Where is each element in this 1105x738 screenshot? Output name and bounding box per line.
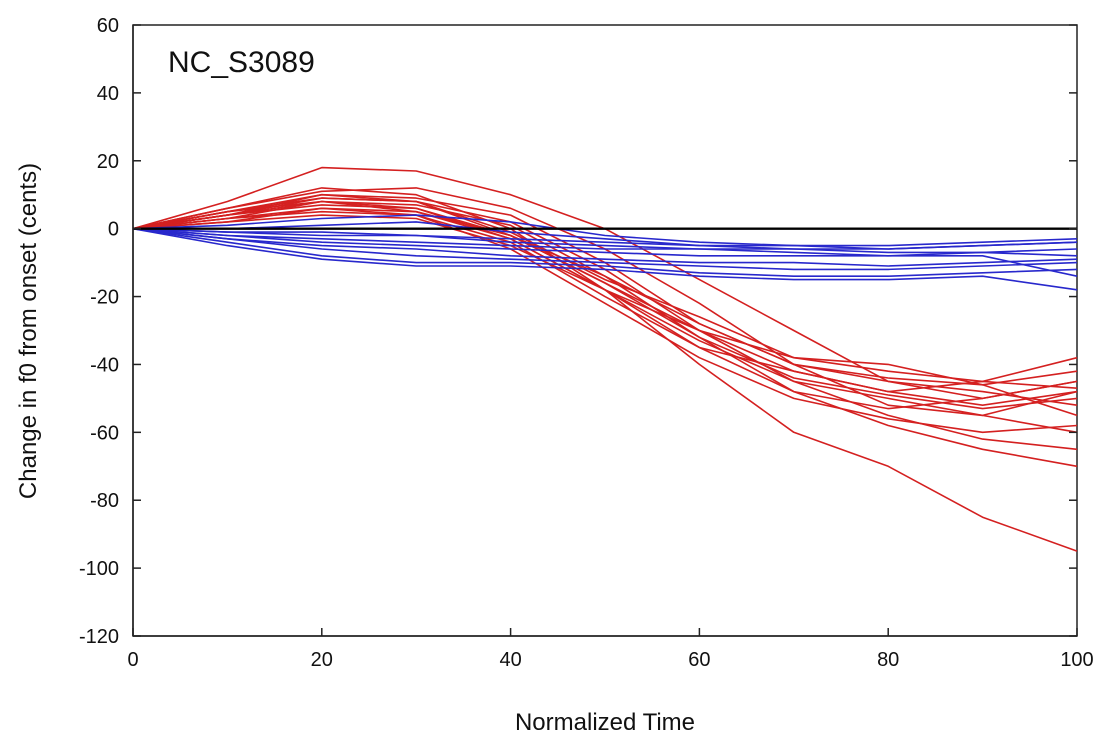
x-tick-label: 40 — [499, 649, 521, 671]
y-tick-label: -80 — [90, 490, 119, 512]
y-axis: -120 -100 -80 -60 -40 -20 0 20 40 60 — [79, 15, 1077, 648]
y-tick-label: -60 — [90, 422, 119, 444]
series-line-red-9 — [132, 197, 1078, 417]
y-tick-label: -20 — [90, 287, 119, 309]
series-line-blue-3 — [132, 227, 1078, 257]
y-tick-label: 40 — [97, 83, 119, 105]
series-line-red-14 — [132, 207, 1078, 434]
y-tick-label: 60 — [97, 15, 119, 37]
series-line-blue-6 — [132, 227, 1078, 291]
y-tick-label: -120 — [79, 626, 119, 648]
series-line-blue-5 — [132, 227, 1078, 278]
y-tick-label: 0 — [108, 219, 119, 241]
chart-title: NC_S3089 — [168, 46, 315, 79]
y-axis-label: Change in f0 from onset (cents) — [15, 163, 42, 499]
y-tick-label: -40 — [90, 354, 119, 376]
y-tick-label: -100 — [79, 558, 119, 580]
series-line-red-13 — [132, 200, 1078, 386]
series-line-red-10 — [132, 210, 1078, 393]
series-layer — [132, 166, 1078, 552]
x-axis: 0 20 40 60 80 100 — [127, 628, 1094, 671]
series-line-blue-1 — [132, 214, 1078, 247]
series-line-blue-4 — [132, 227, 1078, 271]
series-line-blue-10 — [132, 227, 1078, 267]
x-tick-label: 20 — [311, 649, 333, 671]
x-tick-label: 60 — [688, 649, 710, 671]
x-axis-label: Normalized Time — [515, 709, 695, 736]
x-tick-label: 100 — [1060, 649, 1093, 671]
series-line-red-15 — [132, 193, 1078, 410]
plot-area — [132, 24, 1078, 637]
series-line-red-12 — [132, 214, 1078, 407]
x-tick-label: 80 — [877, 649, 899, 671]
series-line-blue-8 — [132, 227, 1078, 257]
series-line-blue-7 — [132, 227, 1078, 277]
plot-frame — [132, 24, 1078, 637]
x-tick-label: 0 — [127, 649, 138, 671]
series-line-blue-9 — [133, 221, 1078, 250]
y-tick-label: 20 — [97, 151, 119, 173]
